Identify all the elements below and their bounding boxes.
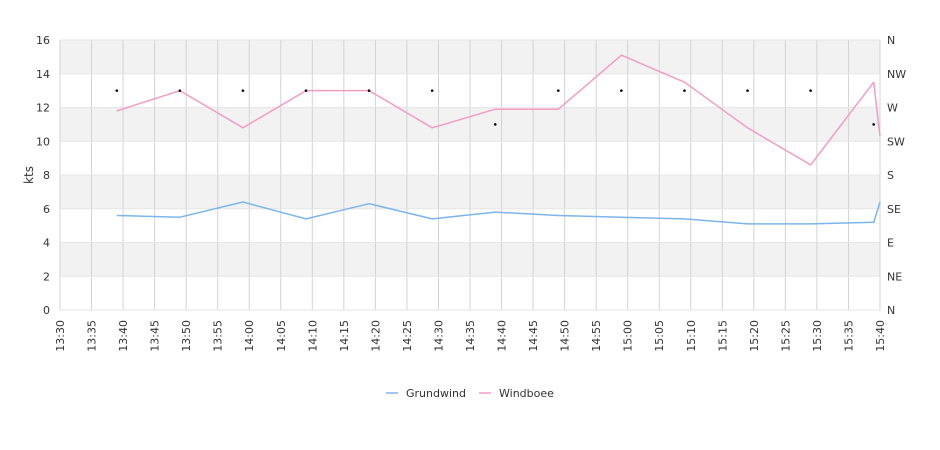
direction-tick-label: N — [887, 34, 895, 47]
x-tick-label: 14:00 — [243, 320, 256, 352]
direction-marker — [683, 89, 686, 92]
direction-markers — [115, 89, 875, 126]
direction-tick-label: SW — [887, 135, 905, 148]
x-axis-ticks: 13:30 13:35 13:40 13:45 13:50 13:55 14:00 14:05… — [54, 320, 887, 352]
x-tick-label: 15:40 — [874, 320, 887, 352]
x-tick-label: 15:35 — [842, 320, 855, 352]
direction-tick-label: S — [887, 169, 894, 182]
y-tick-label: 10 — [36, 135, 50, 148]
direction-tick-label: N — [887, 304, 895, 317]
y-tick-label: 2 — [43, 270, 50, 283]
direction-marker — [115, 89, 119, 92]
x-tick-label: 13:50 — [180, 320, 193, 352]
series-lines — [116, 54, 881, 225]
x-tick-label: 13:35 — [86, 320, 99, 352]
y-tick-label: 8 — [43, 169, 50, 182]
direction-marker — [178, 89, 182, 92]
direction-tick-label: W — [887, 102, 898, 115]
legend-label[interactable]: Grundwind — [406, 387, 466, 400]
direction-marker — [557, 89, 560, 92]
series-line-grundwind — [116, 201, 881, 225]
x-tick-label: 14:45 — [527, 320, 540, 352]
x-tick-label: 15:20 — [748, 320, 761, 352]
y-tick-label: 14 — [36, 68, 50, 81]
direction-marker — [304, 89, 308, 92]
direction-marker — [872, 123, 875, 126]
y-tick-label: 16 — [36, 34, 50, 47]
x-tick-label: 14:30 — [432, 320, 445, 352]
x-tick-label: 13:40 — [117, 320, 130, 352]
legend: Grundwind Windboee — [386, 387, 554, 400]
x-tick-label: 14:20 — [369, 320, 382, 352]
x-tick-label: 13:45 — [149, 320, 162, 352]
legend-label[interactable]: Windboee — [499, 387, 554, 400]
x-tick-label: 14:25 — [401, 320, 414, 352]
x-tick-label: 15:05 — [653, 320, 666, 352]
direction-marker — [493, 123, 497, 126]
x-tick-label: 14:15 — [338, 320, 351, 352]
y-tick-label: 6 — [43, 203, 50, 216]
y-tick-label: 12 — [36, 102, 50, 115]
x-tick-label: 14:50 — [559, 320, 572, 352]
x-tick-label: 15:10 — [685, 320, 698, 352]
x-tick-label: 14:55 — [590, 320, 603, 352]
direction-marker — [430, 89, 434, 92]
x-tick-label: 14:40 — [496, 320, 509, 352]
x-tick-label: 15:30 — [811, 320, 824, 352]
x-tick-label: 14:10 — [306, 320, 319, 352]
direction-tick-label: NE — [887, 270, 902, 283]
horizontal-gridlines — [60, 39, 880, 311]
direction-marker — [809, 89, 812, 92]
right-axis-direction-ticks: N NE E SE S SW W NW N — [887, 34, 906, 317]
y-axis-label: kts — [22, 166, 36, 184]
direction-tick-label: NW — [887, 68, 906, 81]
x-tick-label: 15:25 — [779, 320, 792, 352]
x-tick-label: 15:00 — [622, 320, 635, 352]
direction-marker — [367, 89, 371, 92]
x-tick-label: 13:30 — [54, 320, 67, 352]
x-tick-label: 15:15 — [716, 320, 729, 352]
direction-marker — [241, 89, 245, 92]
y-axis-ticks: 0 2 4 6 8 10 12 14 16 — [36, 34, 50, 317]
x-tick-label: 13:55 — [212, 320, 225, 352]
x-tick-label: 14:05 — [275, 320, 288, 352]
direction-marker — [746, 89, 749, 92]
y-tick-label: 0 — [43, 304, 50, 317]
x-tick-label: 14:35 — [464, 320, 477, 352]
series-line-windboee — [116, 54, 881, 166]
y-tick-label: 4 — [43, 237, 50, 250]
direction-tick-label: SE — [887, 203, 901, 216]
direction-marker — [620, 89, 623, 92]
direction-tick-label: E — [887, 237, 894, 250]
